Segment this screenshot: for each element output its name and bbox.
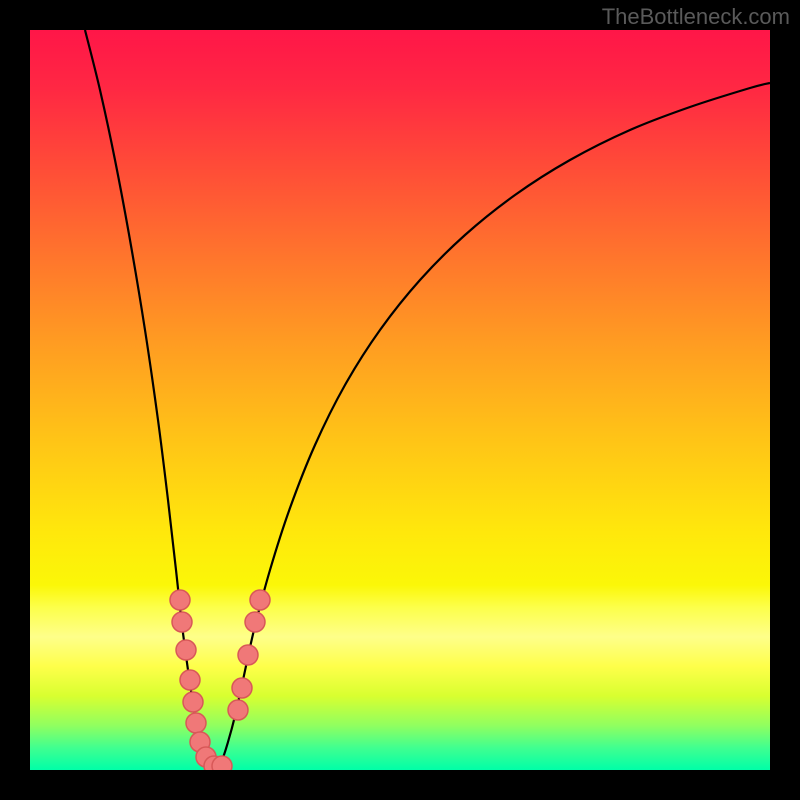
data-marker [238,645,258,665]
chart-container: TheBottleneck.com [0,0,800,800]
curve-left-branch [85,30,216,768]
data-marker [170,590,190,610]
data-marker [212,756,232,770]
data-marker [186,713,206,733]
data-marker [232,678,252,698]
data-marker [176,640,196,660]
curve-layer [30,30,770,770]
data-marker [183,692,203,712]
data-markers [170,590,270,770]
data-marker [172,612,192,632]
watermark-text: TheBottleneck.com [602,4,790,30]
data-marker [180,670,200,690]
data-marker [228,700,248,720]
curve-right-branch [216,83,770,768]
plot-area [30,30,770,770]
data-marker [250,590,270,610]
data-marker [245,612,265,632]
